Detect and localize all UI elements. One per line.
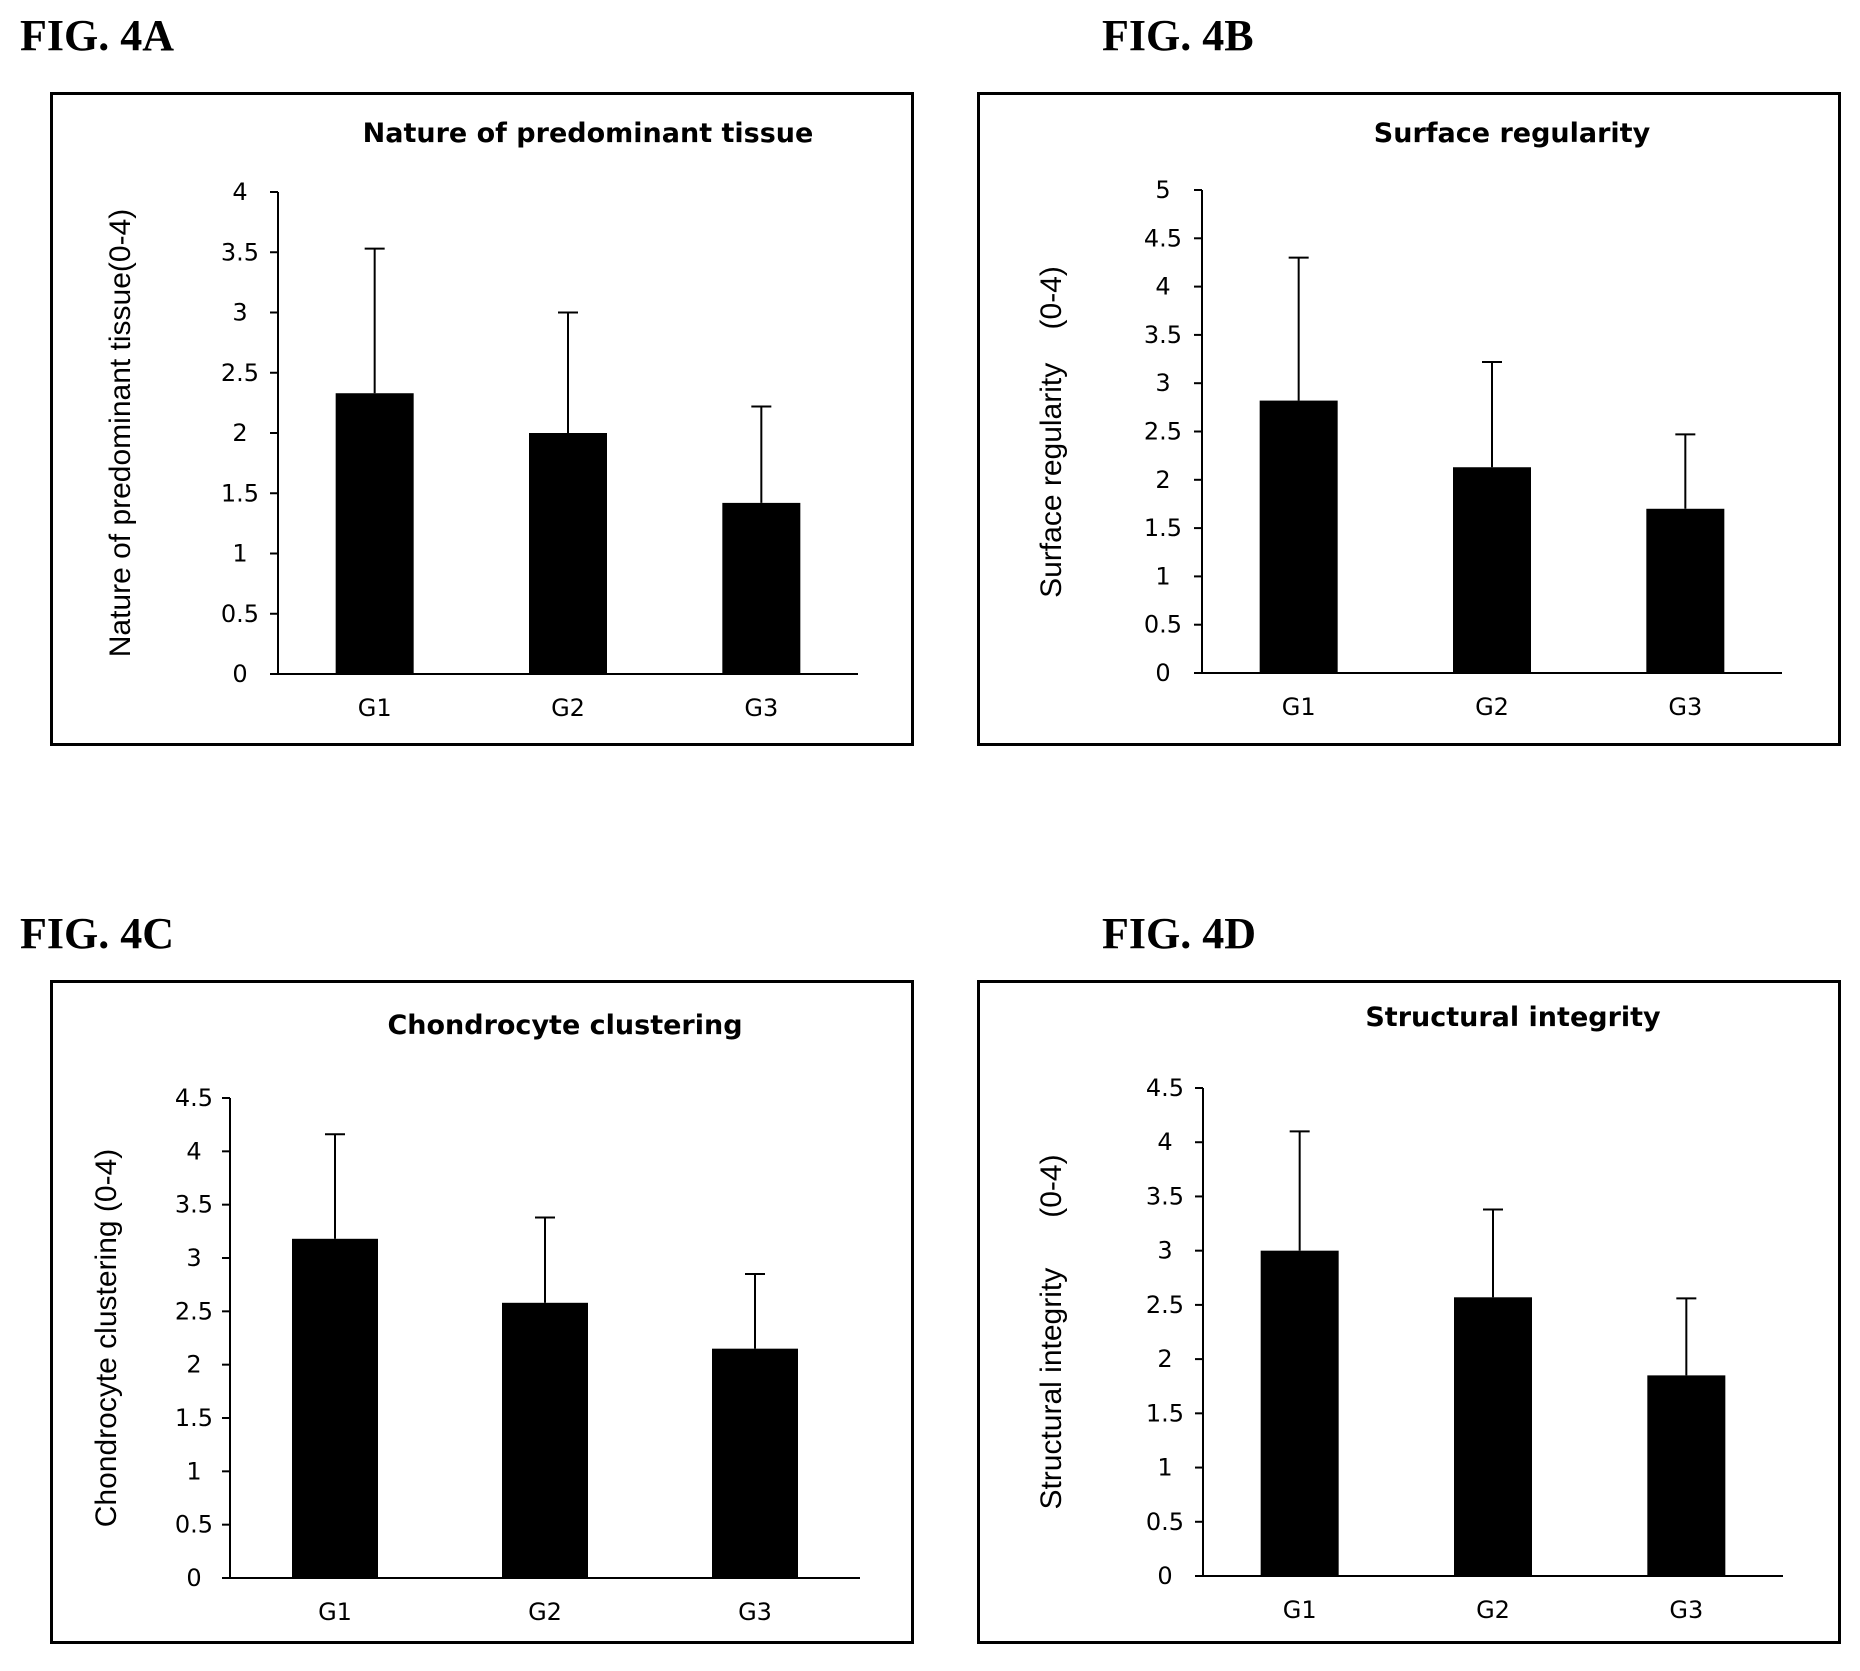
x-tick-label: G2 xyxy=(1475,693,1509,721)
y-tick-label: 3.5 xyxy=(175,1191,213,1219)
y-tick-label: 2.5 xyxy=(175,1297,213,1325)
y-tick-label: 2.5 xyxy=(221,359,259,387)
x-tick-label: G1 xyxy=(1283,1596,1317,1624)
chart-panel-4c: Chondrocyte clustering Chondrocyte cluste… xyxy=(50,980,914,1644)
y-tick-label: 1.5 xyxy=(1144,514,1182,542)
x-tick-label: G2 xyxy=(528,1598,562,1626)
bar xyxy=(1647,1375,1726,1576)
y-tick-label: 3 xyxy=(1155,369,1170,397)
y-tick-label: 2 xyxy=(1155,466,1170,494)
x-tick-label: G3 xyxy=(1668,693,1702,721)
chart-panel-4d: Structural integrity Structural integrity… xyxy=(977,980,1841,1644)
y-tick-label: 3.5 xyxy=(1146,1182,1184,1210)
figure-label-4a: FIG. 4A xyxy=(20,11,174,60)
chart-title: Chondrocyte clustering xyxy=(387,1010,742,1041)
x-tick-label: G2 xyxy=(551,694,585,722)
bar xyxy=(1453,467,1531,673)
bar xyxy=(1260,1250,1339,1576)
bar xyxy=(712,1348,798,1578)
bar xyxy=(502,1302,588,1578)
bar xyxy=(335,393,414,674)
y-axis-label: Structural integrity (0-4) xyxy=(1035,1154,1068,1509)
y-tick-label: 0.5 xyxy=(221,600,259,628)
y-tick-label: 2 xyxy=(186,1351,201,1379)
x-tick-label: G3 xyxy=(1669,1596,1703,1624)
y-axis-label: Surface regularity (0-4) xyxy=(1035,266,1068,598)
y-tick-label: 4.5 xyxy=(1144,224,1182,252)
y-tick-label: 0 xyxy=(1157,1562,1172,1590)
y-tick-label: 4 xyxy=(1157,1128,1172,1156)
y-tick-label: 3 xyxy=(1157,1237,1172,1265)
x-tick-label: G1 xyxy=(1282,693,1316,721)
figure-label-4b: FIG. 4B xyxy=(1102,11,1254,60)
y-axis-label: Nature of predominant tissue(0-4) xyxy=(104,209,137,658)
y-tick-label: 1 xyxy=(1157,1454,1172,1482)
y-tick-label: 0 xyxy=(1155,659,1170,687)
y-tick-label: 2 xyxy=(232,419,247,447)
bar xyxy=(1646,508,1725,673)
y-tick-label: 0 xyxy=(232,660,247,688)
figure-label-4d: FIG. 4D xyxy=(1102,909,1256,958)
y-tick-label: 0.5 xyxy=(175,1511,213,1539)
x-tick-label: G1 xyxy=(318,1598,352,1626)
y-tick-label: 4 xyxy=(186,1137,201,1165)
x-tick-label: G1 xyxy=(358,694,392,722)
y-tick-label: 4.5 xyxy=(175,1084,213,1112)
y-tick-label: 3 xyxy=(232,299,247,327)
y-tick-label: 1.5 xyxy=(175,1404,213,1432)
y-tick-label: 0 xyxy=(186,1564,201,1592)
bar xyxy=(1259,400,1338,673)
x-tick-label: G3 xyxy=(744,694,778,722)
bar xyxy=(1454,1297,1532,1576)
y-tick-label: 2.5 xyxy=(1146,1291,1184,1319)
y-tick-label: 4 xyxy=(1155,273,1170,301)
y-tick-label: 3.5 xyxy=(221,238,259,266)
y-tick-label: 3.5 xyxy=(1144,321,1182,349)
y-tick-label: 1 xyxy=(186,1457,201,1485)
bar xyxy=(529,433,607,674)
chart-panel-4b: Surface regularity Surface regularity (0-… xyxy=(977,92,1841,746)
bar xyxy=(292,1238,378,1578)
y-axis-label: Chondrocyte clustering (0-4) xyxy=(90,1149,123,1528)
chart-4d: Structural integrity Structural integrity… xyxy=(977,980,1841,1644)
y-tick-label: 3 xyxy=(186,1244,201,1272)
y-tick-label: 1 xyxy=(232,540,247,568)
y-tick-label: 4 xyxy=(232,178,247,206)
chart-4c: Chondrocyte clustering Chondrocyte cluste… xyxy=(50,980,914,1644)
x-tick-label: G2 xyxy=(1476,1596,1510,1624)
y-tick-label: 1.5 xyxy=(221,479,259,507)
y-tick-label: 5 xyxy=(1155,176,1170,204)
x-tick-label: G3 xyxy=(738,1598,772,1626)
figure-label-4c: FIG. 4C xyxy=(20,909,174,958)
y-tick-label: 1 xyxy=(1155,562,1170,590)
bar xyxy=(722,502,801,674)
chart-title: Surface regularity xyxy=(1374,118,1651,149)
y-tick-label: 2 xyxy=(1157,1345,1172,1373)
y-tick-label: 0.5 xyxy=(1146,1508,1184,1536)
y-tick-label: 2.5 xyxy=(1144,418,1182,446)
chart-4b: Surface regularity Surface regularity (0-… xyxy=(977,92,1841,746)
chart-title: Structural integrity xyxy=(1365,1002,1661,1033)
y-tick-label: 0.5 xyxy=(1144,611,1182,639)
chart-panel-4a: Nature of predominant tissue Nature of pr… xyxy=(50,92,914,746)
chart-4a: Nature of predominant tissue Nature of pr… xyxy=(50,92,914,746)
y-tick-label: 4.5 xyxy=(1146,1074,1184,1102)
y-tick-label: 1.5 xyxy=(1146,1399,1184,1427)
chart-title: Nature of predominant tissue xyxy=(363,118,814,149)
